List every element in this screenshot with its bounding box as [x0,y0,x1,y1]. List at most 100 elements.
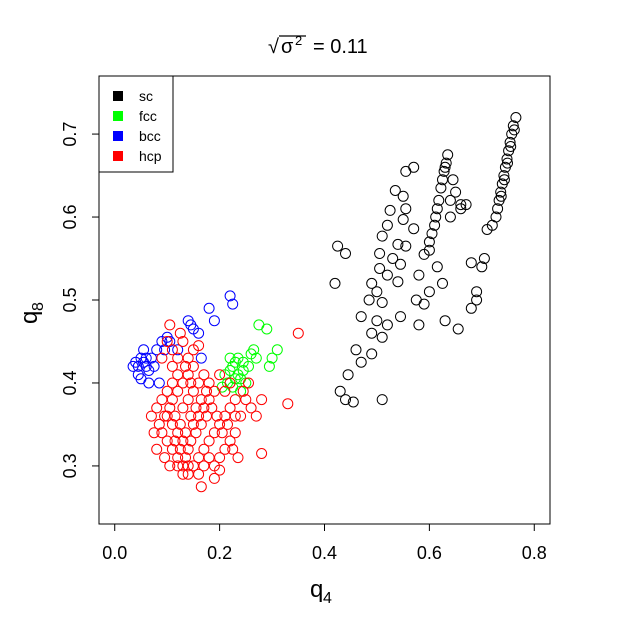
data-point-bcc [159,344,171,356]
data-point-hcp [182,443,194,455]
data-point-sc [413,319,425,331]
y-tick-label: 0.5 [60,287,80,312]
points-layer [127,112,522,493]
data-point-bcc [195,352,207,364]
data-point-hcp [156,394,168,406]
data-point-hcp [174,443,186,455]
data-point-sc [418,248,430,260]
data-point-bcc [172,344,184,356]
data-point-sc [504,136,516,148]
data-point-sc [413,269,425,281]
data-point-fcc [237,356,249,368]
data-point-hcp [164,319,176,331]
data-point-fcc [261,323,273,335]
title-sqrt-sign: √ [268,36,279,58]
data-point-sc [395,258,406,270]
data-point-hcp [172,427,184,439]
data-point-sc [478,253,490,264]
data-point-sc [408,223,420,235]
x-axis: 0.0 0.2 0.4 0.6 0.8 [102,523,547,563]
data-point-sc [502,157,513,169]
data-point-sc [397,214,409,225]
data-point-hcp [211,410,223,422]
data-point-sc [431,203,443,215]
data-point-sc [505,141,517,152]
data-point-hcp [195,394,207,406]
data-point-bcc [148,360,160,372]
data-point-sc [366,348,378,360]
data-point-hcp [161,336,173,347]
data-point-hcp [195,481,207,493]
data-point-sc [395,311,406,323]
data-point-sc [381,319,393,331]
data-point-hcp [222,418,233,430]
data-point-hcp [177,336,189,347]
data-point-sc [376,297,388,308]
data-point-hcp [166,344,178,356]
data-point-sc [347,396,359,408]
data-point-sc [481,224,493,235]
data-point-sc [376,331,388,343]
data-point-sc [440,157,452,169]
data-point-sc [423,236,435,248]
data-point-hcp [190,402,202,414]
data-point-hcp [219,385,231,397]
data-point-hcp [198,369,210,381]
data-point-bcc [227,298,239,310]
x-axis-title: q 4 [310,576,332,607]
data-point-sc [439,161,451,173]
x-tick-label: 0.2 [207,543,232,563]
data-point-hcp [174,418,186,430]
data-point-sc [389,185,401,196]
data-point-sc [429,219,441,231]
data-point-sc [384,204,396,216]
title-sigma: σ [281,36,294,58]
data-point-sc [465,257,477,269]
data-point-sc [363,294,375,306]
data-point-hcp [203,435,215,447]
data-point-bcc [153,377,165,389]
data-point-sc [426,228,438,240]
data-point-hcp [195,418,207,430]
x-tick-label: 0.8 [522,543,547,563]
data-point-hcp [214,452,226,464]
data-point-hcp [156,352,168,364]
data-point-hcp [256,448,268,459]
series-hcp [145,319,304,493]
data-point-hcp [161,435,173,447]
data-point-sc [439,315,451,327]
data-point-sc [510,112,522,123]
data-point-hcp [219,443,231,455]
data-point-hcp [164,460,176,472]
data-point-bcc [151,344,163,356]
legend-swatch-sc [113,91,123,101]
data-point-sc [498,174,510,186]
data-point-sc [444,194,456,206]
data-point-sc [437,277,448,289]
legend: sc fcc bcc hcp [98,75,174,173]
data-point-sc [392,276,404,288]
data-point-sc [450,186,462,198]
data-point-hcp [169,435,181,447]
data-point-hcp [148,427,160,439]
y-tick-label: 0.7 [60,122,80,147]
data-point-hcp [198,402,210,414]
data-point-hcp [177,468,189,480]
data-point-hcp [185,435,197,447]
data-point-sc [435,182,447,194]
x-tick-label: 0.0 [102,543,127,563]
title-value: = 0.11 [313,36,368,58]
data-point-sc [340,248,351,259]
data-point-sc [400,165,412,177]
data-point-sc [418,298,430,310]
data-point-hcp [208,427,220,439]
data-point-hcp [214,369,226,381]
data-point-hcp [156,427,168,439]
data-point-hcp [166,443,178,455]
y-axis-label-subscript: 8 [30,302,47,311]
data-point-hcp [201,385,212,397]
data-point-hcp [250,410,262,422]
data-point-fcc [263,360,275,372]
data-point-hcp [161,385,173,397]
